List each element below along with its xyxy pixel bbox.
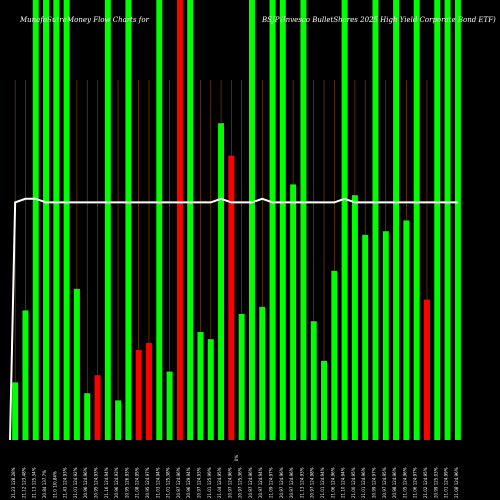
bar [321,360,327,440]
x-tick-label: 20.97 124.94% [258,467,263,498]
x-tick-label: 20.99 124.97% [371,467,376,498]
x-tick-label: 20.96 124.93% [114,467,119,498]
bar [423,299,430,440]
title-part-fund-name: (Invesco BulletShares 2025 High Yield Co… [280,16,496,24]
x-tick-labels: 21.23 128.28% 21.12 123.48% 21.13 125.34% 2… [11,467,459,498]
bar [115,400,122,440]
bar [94,375,101,440]
x-tick-label: 21.06 124.97% [413,467,418,498]
bar [290,184,297,440]
x-tick-label: 21.03 124.94% [155,467,160,498]
line-series [9,197,458,441]
x-tick-label: 20.97 124.96% [289,467,294,498]
x-tick-label: 21.02 124.95% [423,467,428,498]
x-tick-label: 21.09 124.97% [269,467,274,498]
title-part-site: MunafaSutra [19,16,67,24]
flow-line [9,197,458,441]
x-tick-label: 21.04 124.95% [217,467,222,498]
x-tick-label: 20.97 124.98% [310,467,315,498]
x-tick-label: 21.01 124.96% [361,467,366,498]
bar [248,0,255,440]
bar [238,314,245,440]
x-tick-label: 21.13 125.34% [32,467,37,498]
x-tick-label: 20.95 124.97% [145,467,150,498]
x-tick-label: 20.95 124.93% [94,467,99,498]
bar [331,270,338,440]
bar [43,0,50,440]
bar [444,0,451,440]
bar [22,310,29,440]
bar [187,0,194,440]
bar [434,0,441,440]
x-tick-label: 21.08 124.95% [135,467,140,498]
bar [146,342,152,440]
bar [73,288,80,440]
bar [393,0,400,440]
x-tick-label: 21.05 124.96% [402,467,407,498]
bar [53,0,60,440]
x-tick-label: 21.23 128.28% [11,467,16,498]
x-tick-label: 21.01 124.99% [444,467,449,498]
x-tick-label: 20.99 125.03% [433,467,438,498]
chart-title: MunafaSutra Money Flow Charts for BSJP (… [19,16,496,24]
bar [125,0,132,440]
x-tick-label: 21.12 123.48% [21,467,26,498]
x-tick-label: 20.97 125.36% [238,467,243,498]
bar [413,0,420,440]
bar [362,234,369,440]
bar [84,393,91,440]
x-tick-label: 20.97 124.96% [227,467,232,498]
bar [135,350,142,440]
x-tick-label: 21.01 124.94% [320,467,325,498]
bar [454,0,461,440]
bar [197,332,204,440]
bar [403,220,410,440]
x-tick-label: 21.08 124.96% [454,467,459,498]
x-tick-label: 20.96 124.96% [83,467,88,498]
x-tick-label: 21.01 124.92% [73,467,78,498]
bar-series [12,0,461,440]
bar [207,339,214,440]
x-tick-label: 20.97 124.95% [382,467,387,498]
bar [104,0,111,440]
x-tick-label: 21.43 124.93% [63,467,68,498]
x-tick-label: 21.16 124.94% [104,467,109,498]
bar [228,155,235,440]
x-tick-label: 20.98 124.96% [392,467,397,498]
bar [310,321,317,440]
bar [156,0,163,440]
bar [32,0,39,440]
bar [341,0,348,440]
bar [63,0,70,440]
bar [166,371,173,440]
x-tick-label: 21.10 124.94% [341,467,346,498]
bar [382,231,389,440]
bar [269,0,276,440]
x-tick-label: 20.97 124.96% [248,467,253,498]
x-tick-label: 21.01 125.99% [207,467,212,498]
x-tick-label: 20.97 124.93% [196,467,201,498]
x-tick-label: 20.95 126.93% [124,467,129,498]
title-part-chart-name: Money Flow Charts for [66,16,150,24]
title-part-symbol: BSJP [261,16,280,24]
bar [176,0,183,440]
bar [218,123,225,440]
bar [279,0,286,440]
x-tick-label: 21.00 124.95% [351,467,356,498]
bar [372,0,379,440]
center-label: 0% [234,455,239,462]
x-tick-label: 21.01 125.38% [166,467,171,498]
x-tick-label: 20.84 137.7% [42,470,47,498]
x-tick-label: 21.06 124.96% [330,467,335,498]
x-tick-label: 20.97 124.96% [279,467,284,498]
bar [259,306,266,440]
bar [351,195,358,440]
bar [12,382,19,440]
x-tick-label: 21.0 1/0.84% [52,471,57,498]
x-tick-label: 20.97 124.96% [176,467,181,498]
x-tick-label: 20.96 129.94% [186,467,191,498]
x-tick-label: 21.13 124.93% [299,467,304,498]
bar [300,0,307,440]
